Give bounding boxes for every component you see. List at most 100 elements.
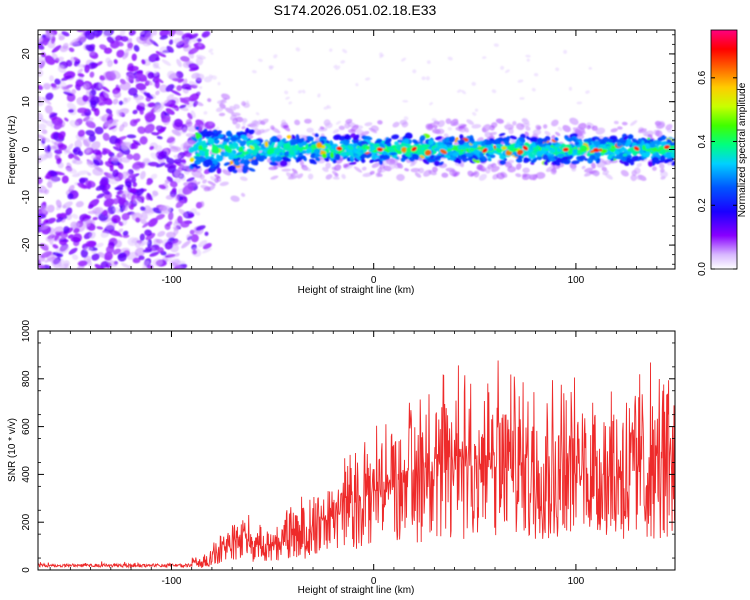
heatmap-cell bbox=[241, 193, 246, 197]
heatmap-cell bbox=[535, 147, 540, 152]
heatmap-ytick-label: -20 bbox=[21, 237, 32, 252]
heatmap-cell bbox=[102, 148, 113, 155]
heatmap-cell bbox=[112, 98, 119, 105]
heatmap-cell bbox=[580, 146, 588, 153]
heatmap-cell bbox=[190, 110, 196, 119]
heatmap-cell bbox=[553, 160, 561, 166]
heatmap-cell bbox=[176, 85, 182, 92]
heatmap-cell bbox=[147, 71, 155, 79]
heatmap-cell bbox=[539, 144, 545, 148]
heatmap-cell bbox=[114, 35, 123, 42]
heatmap-cell bbox=[58, 131, 66, 140]
heatmap-cell bbox=[159, 30, 170, 37]
heatmap-cell bbox=[68, 153, 74, 159]
heatmap-cell bbox=[175, 200, 185, 209]
heatmap-cell bbox=[114, 187, 124, 191]
heatmap-cell bbox=[201, 30, 211, 38]
heatmap-cell bbox=[515, 157, 523, 163]
heatmap-cell bbox=[222, 169, 231, 176]
heatmap-cell bbox=[153, 70, 158, 77]
snr-xtick-label: 0 bbox=[371, 576, 377, 587]
heatmap-cell bbox=[425, 76, 430, 81]
heatmap-cell bbox=[70, 221, 79, 229]
heatmap-cell bbox=[248, 167, 256, 172]
heatmap-cell bbox=[120, 81, 131, 91]
heatmap-cell bbox=[41, 96, 52, 105]
heatmap-cell bbox=[58, 33, 63, 38]
heatmap-cell bbox=[506, 122, 511, 125]
heatmap-cell bbox=[349, 161, 357, 165]
heatmap-cell bbox=[192, 181, 201, 187]
heatmap-cell bbox=[277, 147, 284, 152]
heatmap-cell bbox=[38, 263, 45, 269]
heatmap-cell bbox=[54, 78, 61, 85]
heatmap-cell bbox=[207, 181, 216, 186]
heatmap-cell bbox=[591, 155, 596, 160]
heatmap-cell bbox=[516, 123, 525, 131]
heatmap-cell bbox=[190, 233, 199, 243]
heatmap-cell bbox=[85, 180, 96, 188]
heatmap-cell bbox=[154, 80, 160, 89]
heatmap-cell bbox=[283, 142, 291, 149]
heatmap-cell bbox=[576, 101, 583, 105]
heatmap-cell bbox=[345, 118, 353, 124]
heatmap-cell bbox=[556, 153, 565, 158]
heatmap-cell bbox=[669, 142, 675, 146]
heatmap-cell bbox=[44, 175, 51, 180]
heatmap-cell bbox=[324, 122, 333, 129]
heatmap-cell bbox=[141, 59, 146, 65]
heatmap-cell bbox=[236, 151, 243, 156]
heatmap-cell bbox=[101, 211, 108, 215]
heatmap-cell bbox=[167, 135, 176, 145]
heatmap-cell bbox=[665, 123, 673, 131]
heatmap-cell bbox=[165, 194, 176, 200]
heatmap-blobs bbox=[38, 30, 675, 269]
heatmap-cell bbox=[46, 144, 51, 153]
heatmap-cell bbox=[108, 125, 117, 130]
heatmap-cell bbox=[400, 57, 407, 62]
heatmap-cell bbox=[461, 156, 468, 163]
heatmap-cell bbox=[297, 173, 304, 179]
heatmap-cell bbox=[438, 161, 444, 166]
heatmap-cell bbox=[514, 143, 521, 149]
heatmap-cell bbox=[38, 123, 47, 130]
heatmap-cell bbox=[71, 254, 79, 260]
heatmap-cell bbox=[38, 42, 45, 50]
heatmap-cell bbox=[364, 135, 373, 141]
heatmap-cell bbox=[402, 100, 409, 103]
heatmap-cell bbox=[316, 142, 323, 149]
heatmap-cell bbox=[332, 159, 337, 164]
heatmap-cell bbox=[69, 120, 80, 128]
heatmap-cell bbox=[599, 144, 607, 149]
heatmap-cell bbox=[59, 212, 67, 218]
heatmap-cell bbox=[284, 90, 289, 95]
heatmap-cell bbox=[428, 139, 434, 145]
heatmap-cell bbox=[94, 263, 105, 269]
heatmap-cell bbox=[45, 217, 56, 225]
heatmap-cell bbox=[294, 119, 301, 126]
chart-title: S174.2026.051.02.18.E33 bbox=[273, 2, 437, 18]
heatmap-cell bbox=[67, 143, 74, 151]
heatmap-cell bbox=[509, 135, 518, 140]
heatmap-cell bbox=[76, 170, 89, 176]
heatmap-cell bbox=[641, 152, 649, 158]
heatmap-cell bbox=[199, 86, 203, 90]
heatmap-cell bbox=[289, 139, 298, 146]
heatmap-cell bbox=[377, 120, 383, 125]
heatmap-cell bbox=[104, 255, 111, 261]
heatmap-cell bbox=[225, 130, 232, 137]
heatmap-cell bbox=[545, 166, 555, 172]
heatmap-cell bbox=[187, 212, 195, 218]
heatmap-cell bbox=[197, 91, 201, 95]
heatmap-cell bbox=[335, 120, 341, 125]
heatmap-cell bbox=[77, 73, 85, 78]
heatmap-cell bbox=[207, 185, 216, 192]
heatmap-cell bbox=[38, 206, 48, 214]
heatmap-cell bbox=[613, 120, 619, 125]
heatmap-cell bbox=[382, 151, 388, 156]
heatmap-cell bbox=[591, 125, 598, 131]
heatmap-cell bbox=[522, 145, 529, 151]
heatmap-cell bbox=[191, 163, 198, 168]
heatmap-y-label: Frequency (Hz) bbox=[7, 116, 18, 185]
heatmap-cell bbox=[506, 136, 511, 141]
